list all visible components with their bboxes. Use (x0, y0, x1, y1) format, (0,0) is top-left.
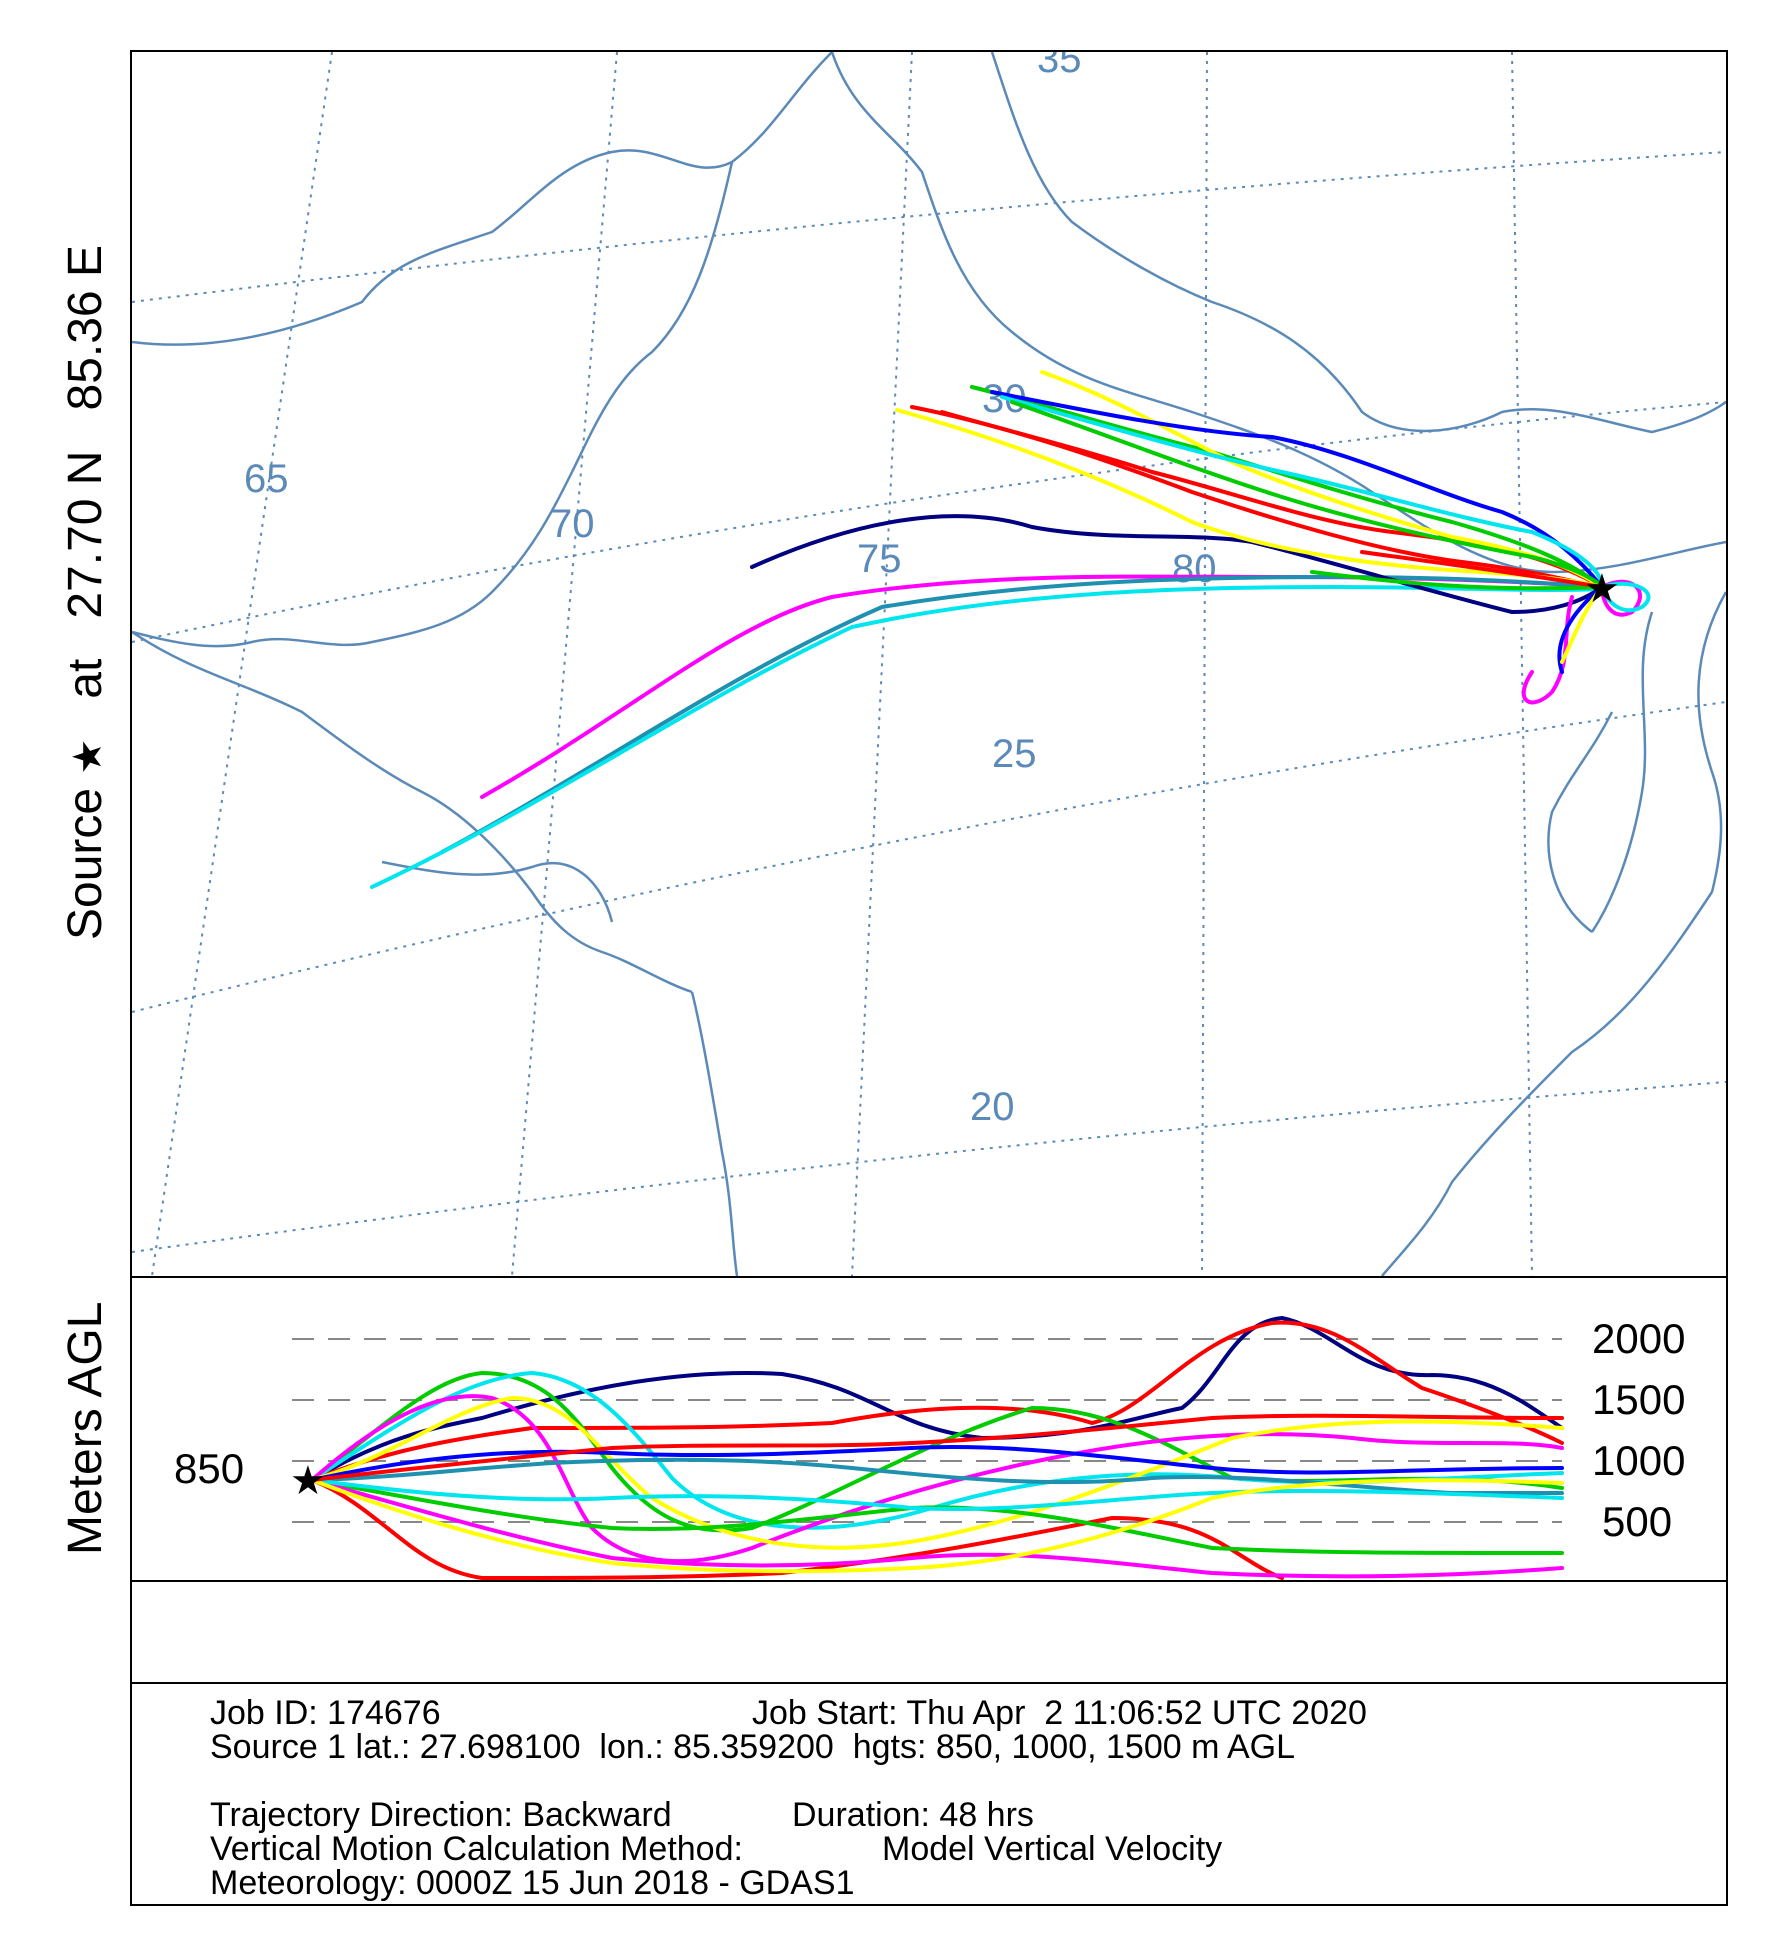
height-trace (310, 1395, 1564, 1550)
meteorology: Meteorology: 0000Z 15 Jun 2018 - GDAS1 (210, 1864, 855, 1902)
height-tick-2000: 2000 (1592, 1315, 1685, 1362)
height-tick-500: 500 (1602, 1498, 1672, 1545)
lon-label-70: 70 (550, 502, 595, 546)
trajectories (370, 370, 1651, 889)
lat-label-35: 35 (1037, 52, 1082, 81)
height-trace (310, 1478, 1564, 1574)
height-gridlines (292, 1338, 1562, 1523)
duration: Duration: 48 hrs (792, 1796, 1034, 1834)
height-trace (310, 1457, 1564, 1495)
height-trace (310, 1478, 1564, 1511)
vertical-method-value: Model Vertical Velocity (882, 1830, 1223, 1868)
height-traces (310, 1315, 1564, 1580)
height-panel: 2000 1500 1000 500 850 ★ (130, 1276, 1728, 1582)
height-source-marker-icon: ★ (290, 1458, 326, 1504)
graticule (132, 52, 1726, 1276)
trajectory-line (440, 574, 1604, 854)
height-trace (310, 1478, 1564, 1579)
job-id: Job ID: 174676 (210, 1694, 441, 1732)
trajectory-line (370, 584, 1604, 889)
map-svg: 65 70 75 80 35 30 25 20 (132, 52, 1726, 1276)
trajectory-line (1310, 570, 1604, 591)
map-panel: 65 70 75 80 35 30 25 20 (130, 50, 1728, 1278)
height-tick-1000: 1000 (1592, 1437, 1685, 1484)
trajectory-line (910, 405, 1604, 589)
trajectory-line (750, 514, 1604, 615)
source-location-label: Source ★ at 27.70 N 85.36 E (58, 245, 113, 940)
source-lat: 27.70 N (59, 450, 112, 619)
trajectory-line (1557, 585, 1604, 674)
trajectory-line (480, 574, 1604, 799)
trajectory-line (1000, 395, 1604, 589)
height-trace (310, 1370, 1564, 1530)
source-lon: 85.36 E (59, 245, 112, 411)
blank-panel (130, 1580, 1728, 1684)
height-trace (310, 1320, 1564, 1482)
trajectory-line (970, 385, 1604, 589)
at-word: at (59, 658, 112, 699)
lat-label-20: 20 (970, 1085, 1015, 1129)
vertical-method-label: Vertical Motion Calculation Method: (210, 1830, 743, 1868)
height-axis-label: Meters AGL (59, 1301, 112, 1555)
lat-label-25: 25 (992, 732, 1037, 776)
trajectory-line (1600, 581, 1651, 613)
job-start: Job Start: Thu Apr 2 11:06:52 UTC 2020 (752, 1694, 1367, 1732)
trajectory-line (1360, 550, 1604, 589)
trajectory-line (1560, 585, 1604, 664)
lon-label-75: 75 (857, 537, 902, 581)
trajectory-direction: Trajectory Direction: Backward (210, 1796, 672, 1834)
source-coordinates: Source 1 lat.: 27.698100 lon.: 85.359200… (210, 1728, 1296, 1766)
coastlines (132, 52, 1726, 1276)
height-trace (310, 1394, 1564, 1564)
source-word: Source (59, 787, 112, 940)
lon-label-80: 80 (1172, 547, 1217, 591)
height-svg: 2000 1500 1000 500 850 ★ (174, 1315, 1685, 1580)
source-marker-icon: ★ (1584, 566, 1620, 612)
info-panel: Job ID: 174676 Job Start: Thu Apr 2 11:0… (130, 1682, 1728, 1906)
height-trace (310, 1445, 1564, 1482)
source-star-icon: ★ (66, 738, 110, 775)
lon-label-65: 65 (244, 457, 289, 501)
height-trace (310, 1413, 1564, 1482)
height-tick-1500: 1500 (1592, 1376, 1685, 1423)
start-height-label: 850 (174, 1445, 244, 1492)
trajectory-line (1010, 400, 1604, 589)
